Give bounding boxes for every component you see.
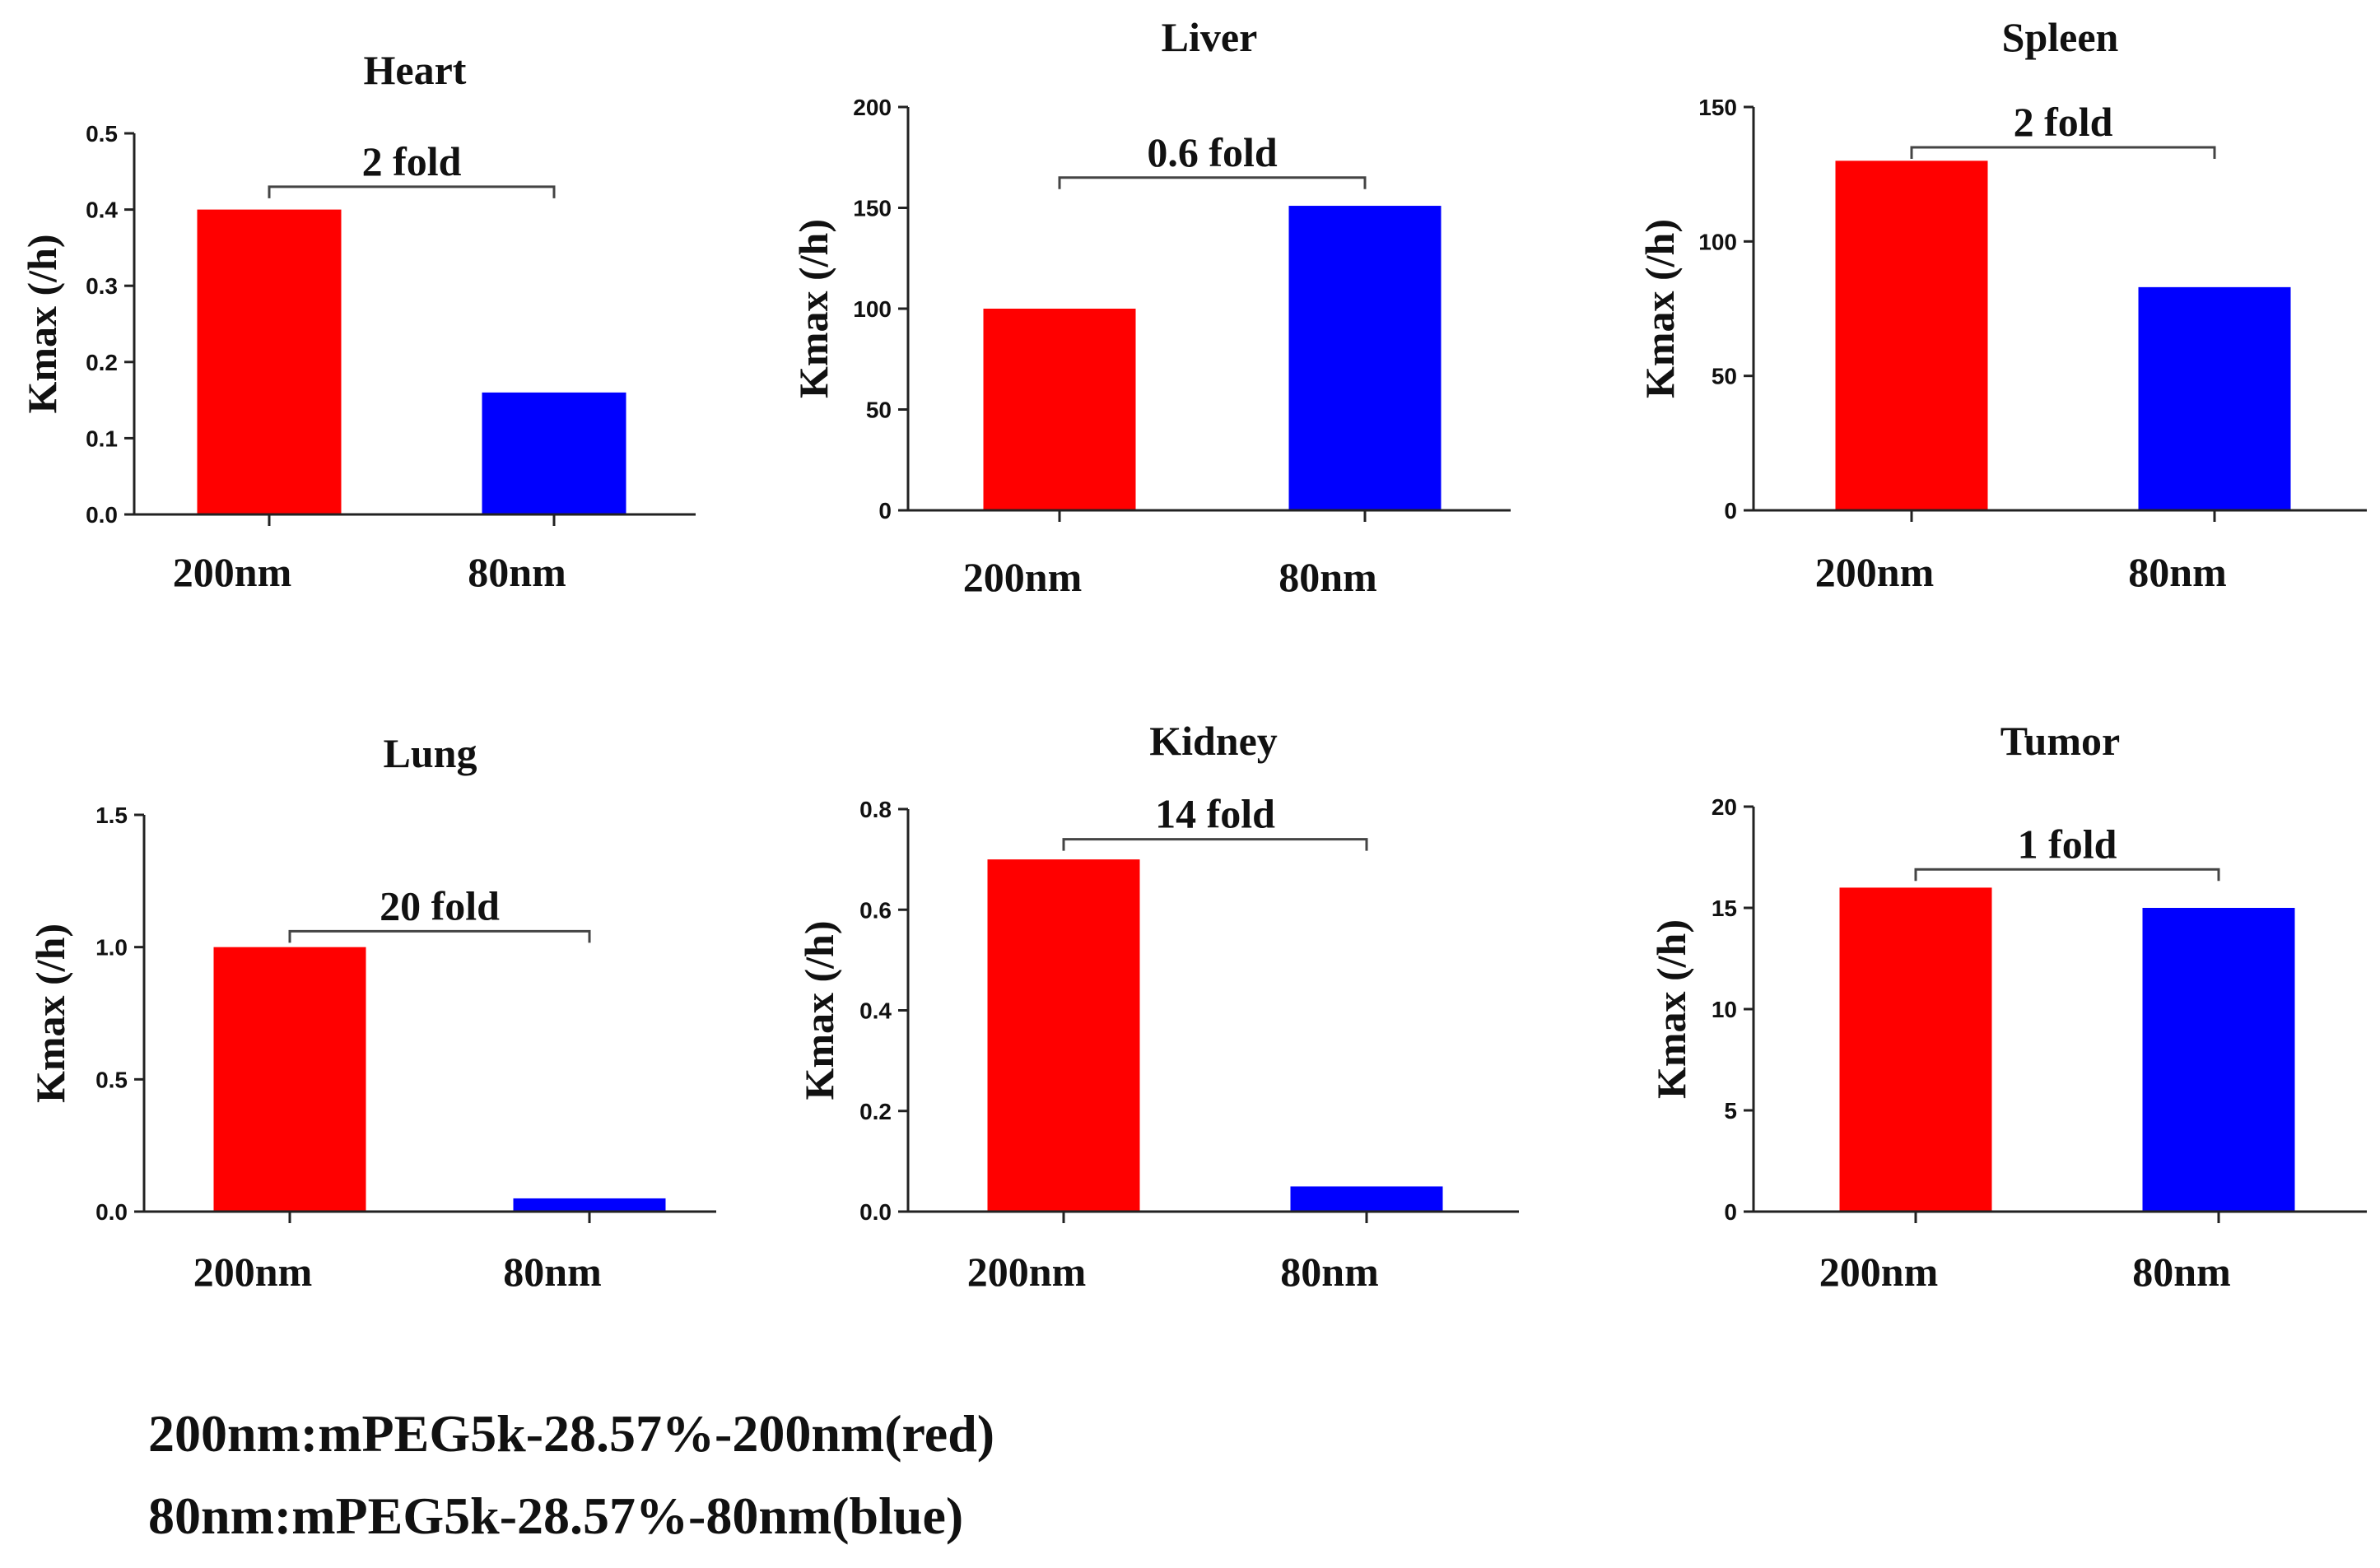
bar-liver-200nm — [983, 309, 1136, 510]
y-tick-label-kidney-3: 0.6 — [859, 897, 892, 923]
y-tick-label-liver-4: 200 — [853, 95, 892, 120]
y-axis-label-heart: Kmax (/h) — [19, 234, 65, 413]
bar-liver-80nm — [1288, 206, 1442, 511]
bar-tumor-200nm — [1839, 887, 1992, 1212]
y-tick-label-spleen-3: 150 — [1698, 95, 1737, 120]
x-tick-label-heart-80nm: 80nm — [468, 549, 566, 595]
y-tick-label-kidney-2: 0.4 — [859, 998, 892, 1024]
panel-kidney: Kidney 0.0 0.2 0.4 0.6 0.8 200nm 80nm Kmax (/h) 1… — [796, 718, 1519, 1295]
y-tick-label-spleen-1: 50 — [1712, 364, 1737, 389]
x-tick-label-tumor-80nm: 80nm — [2132, 1249, 2230, 1295]
y-tick-label-liver-0: 0 — [878, 498, 892, 523]
x-tick-label-liver-80nm: 80nm — [1278, 554, 1376, 600]
y-tick-label-liver-2: 100 — [853, 296, 892, 322]
x-tick-label-kidney-80nm: 80nm — [1280, 1249, 1378, 1295]
y-tick-label-kidney-1: 0.2 — [859, 1099, 892, 1124]
comparison-bracket-lung — [288, 929, 591, 943]
bar-kidney-80nm — [1290, 1186, 1443, 1212]
y-tick-label-spleen-0: 0 — [1724, 498, 1737, 523]
fold-annotation-kidney: 14 fold — [1155, 791, 1275, 837]
comparison-bracket-tumor — [1914, 868, 2220, 882]
comparison-bracket-spleen — [1910, 146, 2216, 159]
bar-heart-80nm — [482, 392, 626, 514]
legend-line-80nm: 80nm:mPEG5k-28.57%-80nm(blue) — [148, 1487, 964, 1545]
y-tick-label-kidney-4: 0.8 — [859, 797, 892, 822]
x-tick-label-lung-200nm: 200nm — [193, 1249, 312, 1295]
panel-tumor: Tumor 0 5 10 15 20 200nm 80nm Kmax (/h) 1 fold — [1648, 718, 2367, 1295]
y-tick-label-liver-1: 50 — [866, 398, 892, 423]
y-tick-label-lung-3: 1.5 — [95, 803, 128, 828]
x-tick-label-spleen-200nm: 200nm — [1815, 549, 1934, 595]
y-tick-label-heart-5: 0.5 — [86, 121, 118, 147]
bar-kidney-200nm — [987, 859, 1140, 1212]
panel-heart: Heart 0.0 0.1 0.2 0.3 0.4 0.5 200nm 80nm Kmax (/h… — [19, 47, 696, 595]
comparison-bracket-heart — [268, 185, 556, 198]
fold-annotation-lung: 20 fold — [380, 882, 500, 928]
y-tick-label-heart-4: 0.4 — [86, 198, 118, 223]
comparison-bracket-kidney — [1062, 838, 1368, 851]
y-tick-label-tumor-4: 20 — [1712, 794, 1737, 820]
y-tick-label-heart-0: 0.0 — [86, 502, 118, 528]
y-tick-label-spleen-2: 100 — [1698, 229, 1737, 254]
y-axis-label-tumor: Kmax (/h) — [1648, 919, 1694, 1099]
bar-spleen-80nm — [2138, 286, 2291, 510]
bar-spleen-200nm — [1835, 161, 1988, 511]
x-tick-label-heart-200nm: 200nm — [173, 549, 291, 595]
y-tick-label-tumor-3: 15 — [1712, 896, 1737, 921]
fold-annotation-tumor: 1 fold — [2018, 821, 2117, 867]
y-axis-label-spleen: Kmax (/h) — [1637, 219, 1683, 398]
y-tick-label-heart-1: 0.1 — [86, 426, 118, 451]
y-tick-label-tumor-1: 5 — [1724, 1098, 1737, 1124]
y-axis-label-liver: Kmax (/h) — [790, 219, 836, 398]
panel-lung: Lung 0.0 0.5 1.0 1.5 200nm 80nm Kmax (/h) 20 fol… — [27, 730, 716, 1295]
x-tick-label-spleen-80nm: 80nm — [2128, 549, 2226, 595]
y-tick-label-heart-2: 0.2 — [86, 350, 118, 375]
x-tick-label-kidney-200nm: 200nm — [967, 1249, 1086, 1295]
bar-lung-200nm — [213, 947, 366, 1212]
fold-annotation-heart: 2 fold — [362, 138, 462, 184]
panel-title-liver: Liver — [1162, 14, 1258, 60]
y-tick-label-tumor-2: 10 — [1712, 997, 1737, 1022]
fold-annotation-liver: 0.6 fold — [1147, 129, 1278, 175]
panel-liver: Liver 0 50 100 150 200 200nm 80nm Kmax (/h) 0.6 f… — [790, 14, 1511, 600]
bar-lung-80nm — [513, 1198, 666, 1212]
bar-heart-200nm — [197, 209, 342, 514]
panel-title-lung: Lung — [384, 730, 477, 776]
panel-title-heart: Heart — [364, 47, 467, 93]
y-axis-label-kidney: Kmax (/h) — [796, 920, 842, 1100]
y-axis-label-lung: Kmax (/h) — [27, 924, 73, 1103]
x-tick-label-tumor-200nm: 200nm — [1819, 1249, 1938, 1295]
comparison-bracket-liver — [1058, 176, 1367, 189]
panel-title-spleen: Spleen — [2002, 14, 2119, 60]
legend-line-200nm: 200nm:mPEG5k-28.57%-200nm(red) — [148, 1404, 995, 1463]
y-tick-label-heart-3: 0.3 — [86, 273, 118, 299]
panel-title-kidney: Kidney — [1149, 718, 1278, 764]
panel-title-tumor: Tumor — [2000, 718, 2120, 764]
fold-annotation-spleen: 2 fold — [2014, 99, 2113, 145]
x-tick-label-liver-200nm: 200nm — [963, 554, 1082, 600]
panel-spleen: Spleen 0 50 100 150 200nm 80nm Kmax (/h) 2 fold — [1637, 14, 2367, 595]
y-tick-label-liver-3: 150 — [853, 196, 892, 221]
x-tick-label-lung-80nm: 80nm — [503, 1249, 601, 1295]
y-tick-label-tumor-0: 0 — [1724, 1199, 1737, 1225]
y-tick-label-lung-1: 0.5 — [95, 1067, 128, 1092]
bar-tumor-80nm — [2142, 908, 2295, 1212]
y-tick-label-lung-0: 0.0 — [95, 1199, 128, 1225]
y-tick-label-kidney-0: 0.0 — [859, 1199, 892, 1225]
y-tick-label-lung-2: 1.0 — [95, 935, 128, 961]
